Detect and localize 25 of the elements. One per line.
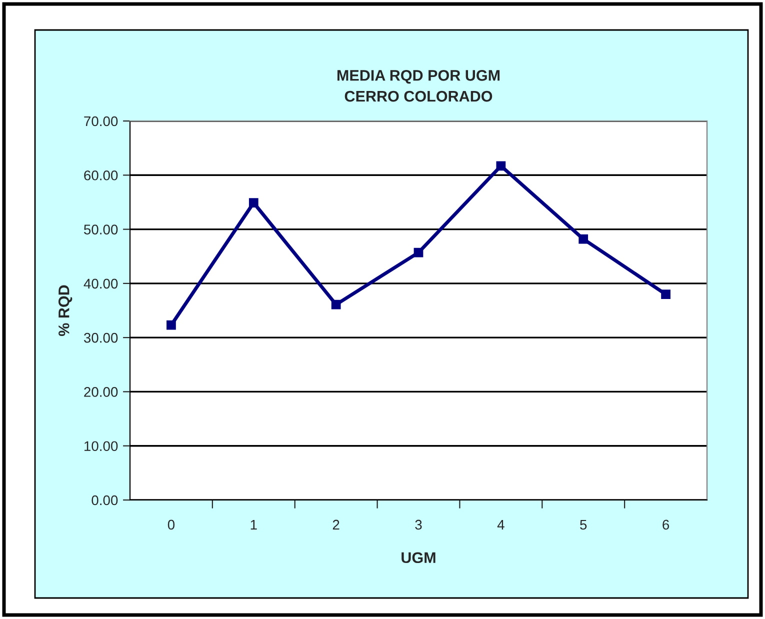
point (414, 248, 424, 258)
point (331, 300, 341, 310)
x-tick-label: 6 (662, 520, 670, 530)
x-tick-label: 2 (332, 520, 340, 530)
point (248, 198, 258, 208)
y-axis-title: % RQD (58, 285, 72, 336)
y-tick-label: 40.00 (84, 278, 118, 289)
y-tick-label: 70.00 (84, 116, 118, 126)
x-tick-label: 4 (497, 520, 504, 530)
y-tick-label: 10.00 (84, 441, 118, 452)
y-tick-label: 50.00 (84, 224, 118, 234)
x-axis-title: UGM (402, 552, 436, 564)
point (578, 234, 588, 244)
chart-title: MEDIA RQD POR UGM CERRO COLORADO (337, 70, 500, 102)
point (166, 320, 176, 330)
point (496, 161, 506, 171)
x-tick-label: 5 (580, 520, 587, 530)
y-tick-label: 30.00 (84, 332, 118, 343)
x-tick-label: 0 (168, 520, 175, 530)
y-tick-label: 60.00 (84, 170, 118, 180)
x-tick-label: 3 (415, 520, 422, 530)
y-tick-label: 0.00 (92, 495, 118, 506)
y-tick-label: 20.00 (84, 387, 118, 397)
point (661, 290, 670, 299)
x-tick-label: 1 (250, 520, 257, 530)
